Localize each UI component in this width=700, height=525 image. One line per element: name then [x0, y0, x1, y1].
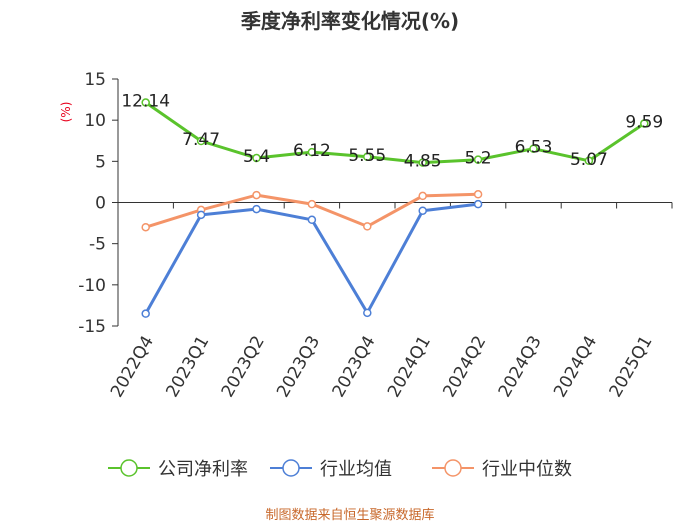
data-point	[584, 156, 594, 166]
legend-item-2[interactable]: 行业中位数	[432, 459, 572, 480]
data-point	[640, 119, 649, 128]
data-point	[141, 222, 150, 232]
x-tick-label: 2024Q2	[439, 332, 490, 400]
legend-label: 公司净利率	[158, 459, 248, 480]
legend-label: 行业中位数	[482, 459, 572, 480]
y-tick-label: -10	[78, 276, 106, 296]
x-tick-label: 2023Q4	[329, 333, 380, 401]
x-tick-label: 2025Q1	[606, 333, 657, 401]
data-label: 9.59	[625, 113, 663, 133]
data-label: 5.07	[570, 150, 608, 170]
legend[interactable]: 公司净利率 行业均值 行业中位数	[108, 459, 572, 480]
data-point	[418, 191, 427, 201]
data-label: 5.2	[465, 149, 492, 169]
data-point	[473, 155, 483, 164]
legend-marker	[282, 459, 300, 477]
y-tick-label: 15	[84, 70, 106, 90]
data-point	[141, 309, 150, 318]
data-label: 6.53	[515, 138, 553, 158]
x-tick-label: 2024Q1	[384, 333, 435, 401]
data-label: 7.47	[182, 130, 220, 150]
data-point	[196, 210, 206, 220]
data-point	[141, 98, 150, 107]
x-tick-label: 2023Q3	[273, 333, 324, 401]
data-label: 6.12	[293, 141, 331, 161]
data-point	[196, 136, 206, 146]
data-label: 12.14	[121, 92, 170, 112]
data-point	[252, 204, 261, 214]
y-tick-label: 5	[95, 152, 106, 172]
data-point	[363, 308, 372, 318]
data-point	[473, 190, 483, 199]
legend-label: 行业均值	[320, 459, 392, 480]
y-tick-label: 10	[84, 111, 106, 131]
series-layer: 12.14 7.47 5.4 6.12 5.55 4.85 5.2 6.53 5.07 9.59	[121, 92, 663, 318]
legend-marker	[120, 459, 138, 477]
y-tick-label: 0	[95, 194, 106, 214]
data-point	[363, 152, 372, 162]
x-tick-label: 2023Q1	[162, 333, 213, 401]
x-tick-label: 2022Q4	[107, 333, 158, 401]
data-label: 4.85	[404, 152, 442, 172]
data-point	[252, 190, 261, 200]
data-point	[529, 144, 538, 153]
legend-marker	[444, 459, 462, 477]
data-point	[307, 215, 317, 225]
data-point	[473, 199, 483, 209]
x-tick-label: 2023Q2	[218, 333, 269, 401]
data-label: 5.55	[348, 146, 386, 166]
data-point	[418, 158, 427, 167]
data-point	[418, 206, 427, 215]
legend-item-1[interactable]: 行业均值	[270, 459, 392, 480]
data-point	[252, 153, 261, 163]
y-axis-label: (%)	[59, 102, 73, 123]
legend-item-0[interactable]: 公司净利率	[108, 459, 248, 480]
data-label: 5.4	[243, 147, 270, 167]
data-point	[363, 222, 372, 231]
x-tick-label: 2024Q4	[550, 333, 601, 401]
x-tick-label: 2024Q3	[495, 333, 546, 401]
data-point	[307, 147, 317, 157]
y-tick-label: -15	[78, 317, 106, 337]
y-tick-label: -5	[89, 235, 106, 255]
data-point	[307, 199, 317, 209]
source-note: 制图数据来自恒生聚源数据库	[265, 507, 434, 523]
series-line-0	[144, 101, 646, 165]
chart-title: 季度净利率变化情况(%)	[240, 9, 459, 33]
